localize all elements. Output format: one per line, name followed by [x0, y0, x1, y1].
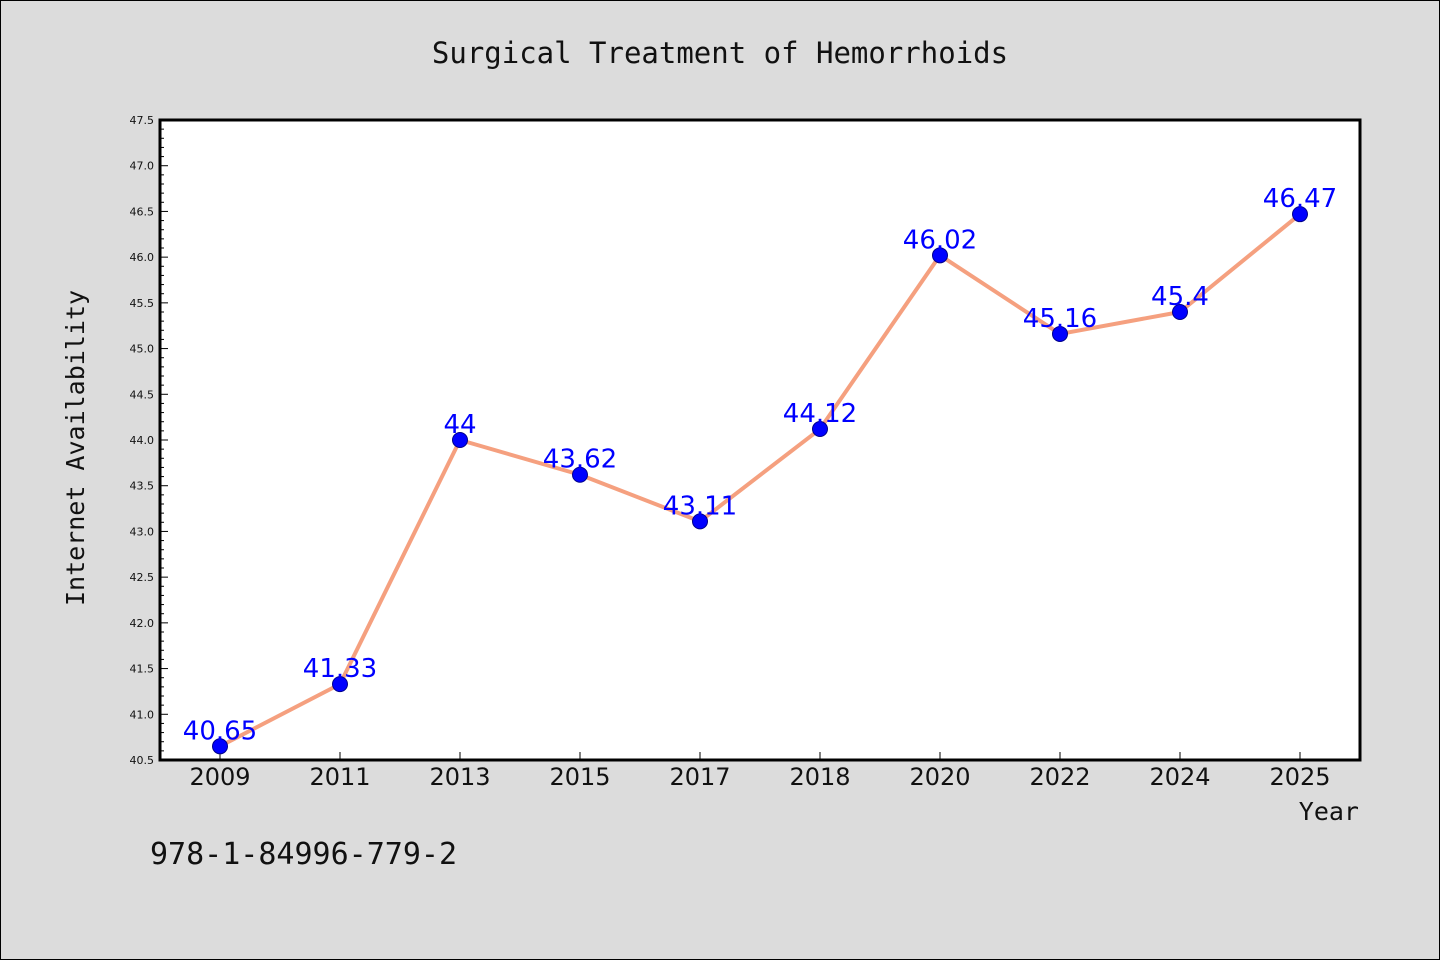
x-tick-label: 2024: [1149, 763, 1210, 791]
y-tick-label: 42.5: [130, 571, 155, 584]
y-tick-label: 41.5: [130, 663, 155, 676]
data-point-marker: [932, 247, 948, 264]
data-point-marker: [572, 466, 588, 483]
data-point-label: 45.4: [1151, 282, 1209, 312]
y-tick-label: 46.0: [130, 251, 155, 264]
data-point-label: 46.02: [903, 225, 977, 255]
chart-title: Surgical Treatment of Hemorrhoids: [432, 36, 1008, 70]
x-tick-label: 2017: [669, 763, 730, 791]
y-tick-label: 43.0: [130, 525, 155, 538]
data-point-marker: [212, 738, 228, 755]
series-markers: [212, 206, 1308, 755]
data-point-marker: [1052, 325, 1068, 342]
data-point-label: 44.12: [783, 399, 857, 429]
y-tick-label: 47.0: [130, 160, 155, 173]
data-point-marker: [452, 432, 468, 448]
y-axis-label: Internet Availability: [61, 290, 90, 606]
footnote-isbn: 978-1-84996-779-2: [150, 837, 457, 872]
y-tick-label: 43.5: [130, 480, 155, 493]
x-axis: 2009 2011 2013 2015 2017 2018 2020 2022 2024 2025: [189, 752, 1331, 791]
data-labels: 40.65 41.33 44 43.62 43.11 44.12 46.02 45.16 45.…: [183, 184, 1337, 746]
data-point-marker: [812, 421, 828, 438]
y-tick-label: 40.5: [130, 754, 155, 767]
y-tick-label: 45.0: [130, 343, 155, 356]
data-point-label: 43.62: [543, 445, 617, 475]
x-tick-label: 2018: [789, 763, 850, 791]
y-tick-label: 47.5: [130, 114, 155, 127]
y-tick-label: 44.5: [130, 388, 155, 401]
series-line: [219, 212, 1302, 749]
data-point-marker: [1172, 304, 1188, 320]
y-tick-label: 45.5: [130, 297, 155, 310]
y-tick-label: 41.0: [130, 708, 155, 721]
x-tick-label: 2020: [909, 763, 970, 791]
x-tick-label: 2009: [189, 763, 250, 791]
data-point-label: 45.16: [1023, 304, 1097, 334]
data-point-marker: [692, 513, 708, 530]
y-tick-label: 44.0: [130, 434, 155, 447]
data-point-label: 43.11: [663, 491, 737, 521]
data-point-marker: [1292, 206, 1308, 223]
y-axis: 40.5 41.0 41.5 42.0 42.5 43.0 43.5 44.0 44.5 45.0…: [130, 114, 168, 767]
y-tick-label: 42.0: [130, 617, 155, 630]
x-tick-label: 2013: [429, 763, 490, 791]
data-point-label: 40.65: [183, 716, 257, 746]
data-point-label: 44: [443, 410, 476, 440]
x-tick-label: 2022: [1029, 763, 1090, 791]
data-point-label: 46.47: [1263, 184, 1337, 214]
data-point-label: 41.33: [303, 654, 377, 684]
y-tick-label: 46.5: [130, 205, 155, 218]
x-tick-label: 2025: [1269, 763, 1330, 791]
x-tick-label: 2011: [309, 763, 370, 791]
data-point-marker: [332, 676, 348, 693]
plot-area: [158, 118, 1362, 762]
x-tick-label: 2015: [549, 763, 610, 791]
x-axis-label: Year: [1299, 797, 1359, 826]
